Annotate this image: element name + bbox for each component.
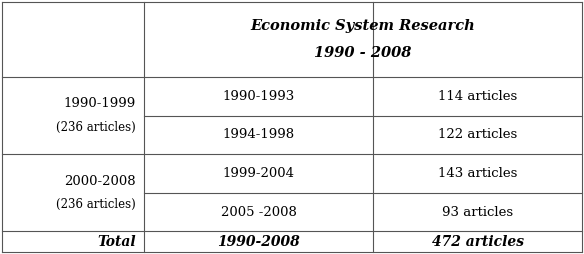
Text: 2000-2008: 2000-2008 xyxy=(64,175,136,188)
Text: 1999-2004: 1999-2004 xyxy=(223,167,295,180)
Text: 143 articles: 143 articles xyxy=(438,167,517,180)
Text: 122 articles: 122 articles xyxy=(438,128,517,141)
Text: 1990-2008: 1990-2008 xyxy=(217,235,300,249)
Text: (236 articles): (236 articles) xyxy=(56,121,136,134)
Text: (236 articles): (236 articles) xyxy=(56,198,136,211)
Text: 114 articles: 114 articles xyxy=(438,90,517,103)
Text: Total: Total xyxy=(98,235,136,249)
Text: 2005 -2008: 2005 -2008 xyxy=(221,205,297,218)
Text: 1994-1998: 1994-1998 xyxy=(223,128,295,141)
Text: 93 articles: 93 articles xyxy=(442,205,513,218)
Text: 1990-1999: 1990-1999 xyxy=(64,98,136,110)
Text: 1990 - 2008: 1990 - 2008 xyxy=(314,46,412,60)
Text: 472 articles: 472 articles xyxy=(432,235,524,249)
Text: Economic System Research: Economic System Research xyxy=(251,19,475,33)
Text: 1990-1993: 1990-1993 xyxy=(223,90,295,103)
